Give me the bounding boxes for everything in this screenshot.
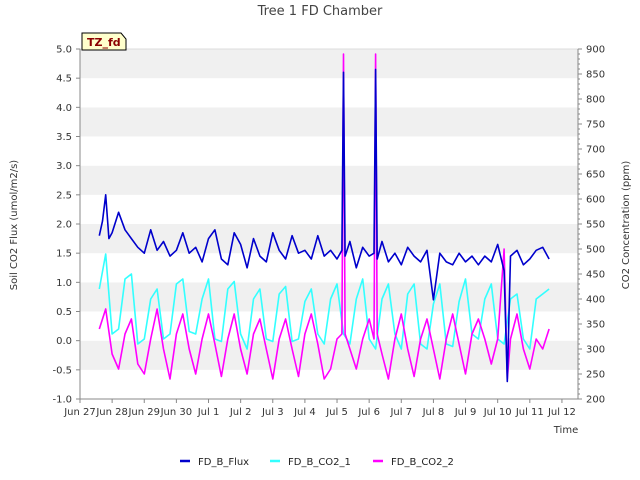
y2-tick-label: 250 xyxy=(586,370,605,381)
series-line-fd-b-co2-1 xyxy=(98,253,550,350)
y-axis-right-title: CO2 Concentration (ppm) xyxy=(621,161,632,290)
y2-tick-label: 700 xyxy=(586,145,605,156)
grid-band xyxy=(80,49,578,79)
y-tick-label: 0.0 xyxy=(56,336,72,347)
x-tick-label: Jun 29 xyxy=(127,407,160,418)
chart-title: Tree 1 FD Chamber xyxy=(257,4,383,19)
x-tick-label: Jul 5 xyxy=(325,407,348,418)
y-tick-label: 2.0 xyxy=(56,220,72,231)
x-tick-label: Jul 12 xyxy=(547,407,576,418)
legend-label: FD_B_Flux xyxy=(198,457,249,468)
series-layer xyxy=(98,53,550,383)
grid-band xyxy=(80,340,578,370)
y2-tick-label: 900 xyxy=(586,45,605,56)
y-tick-label: 5.0 xyxy=(56,45,72,56)
y-tick-label: 2.5 xyxy=(56,190,72,201)
x-axis-title: Time xyxy=(553,425,578,436)
y-axis-left: -1.0 -0.5 0.0 0.5 1.0 1.5 2.0 2.5 3.0 3.5 4.0 4.5 5.… xyxy=(52,45,81,406)
series-line-fd-b-co2-2 xyxy=(98,53,550,380)
y-tick-label: -0.5 xyxy=(52,365,72,376)
y-tick-label: 4.0 xyxy=(56,103,72,114)
x-tick-label: Jun 27 xyxy=(63,407,96,418)
x-axis: Jun 27 Jun 28 Jun 29 Jun 30 Jul 1 Jul 2 Jul 3 J… xyxy=(63,398,578,418)
y2-tick-label: 600 xyxy=(586,195,605,206)
site-badge: TZ_fd xyxy=(81,32,127,51)
grid-band xyxy=(80,253,578,283)
y-tick-label: 1.5 xyxy=(56,249,72,260)
y2-tick-label: 550 xyxy=(586,220,605,231)
y-tick-label: 3.5 xyxy=(56,132,72,143)
grid-band xyxy=(80,224,578,254)
y2-tick-label: 500 xyxy=(586,245,605,256)
y2-tick-label: 800 xyxy=(586,95,605,106)
y2-tick-label: 400 xyxy=(586,295,605,306)
y-tick-label: 1.0 xyxy=(56,278,72,289)
site-badge-label: TZ_fd xyxy=(87,36,121,49)
grid-band xyxy=(80,165,578,195)
y-axis-right: 200 250 300 350 400 450 500 550 600 650 700 750 800 8… xyxy=(577,45,605,406)
y2-tick-label: 650 xyxy=(586,170,605,181)
grid-band xyxy=(80,107,578,137)
x-tick-label: Jul 4 xyxy=(293,407,316,418)
x-tick-label: Jul 11 xyxy=(515,407,544,418)
y-tick-label: 3.0 xyxy=(56,161,72,172)
x-tick-label: Jul 10 xyxy=(483,407,512,418)
grid-band xyxy=(80,194,578,224)
y-tick-label: 4.5 xyxy=(56,74,72,85)
legend: FD_B_Flux FD_B_CO2_1 FD_B_CO2_2 xyxy=(180,457,454,468)
x-tick-label: Jul 7 xyxy=(389,407,412,418)
x-tick-label: Jul 9 xyxy=(454,407,477,418)
legend-label: FD_B_CO2_1 xyxy=(288,457,351,468)
x-tick-label: Jul 8 xyxy=(422,407,445,418)
y-tick-label: -1.0 xyxy=(52,395,72,406)
grid-band xyxy=(80,136,578,166)
x-tick-label: Jun 28 xyxy=(95,407,128,418)
y2-tick-label: 850 xyxy=(586,70,605,81)
y-axis-left-title: Soil CO2 Flux (umol/m2/s) xyxy=(9,160,20,290)
grid-band xyxy=(80,369,578,399)
x-tick-label: Jul 1 xyxy=(197,407,220,418)
grid-bands xyxy=(80,49,578,399)
x-tick-label: Jul 3 xyxy=(261,407,284,418)
y2-tick-label: 200 xyxy=(586,395,605,406)
y2-tick-label: 300 xyxy=(586,345,605,356)
legend-label: FD_B_CO2_2 xyxy=(391,457,454,468)
y2-tick-label: 750 xyxy=(586,120,605,131)
grid-band xyxy=(80,78,578,108)
x-tick-label: Jun 30 xyxy=(160,407,193,418)
series-line-fd-b-flux xyxy=(98,68,550,383)
x-tick-label: Jul 2 xyxy=(229,407,252,418)
y2-tick-label: 450 xyxy=(586,270,605,281)
x-tick-label: Jul 6 xyxy=(357,407,380,418)
y-tick-label: 0.5 xyxy=(56,307,72,318)
y2-tick-label: 350 xyxy=(586,320,605,331)
